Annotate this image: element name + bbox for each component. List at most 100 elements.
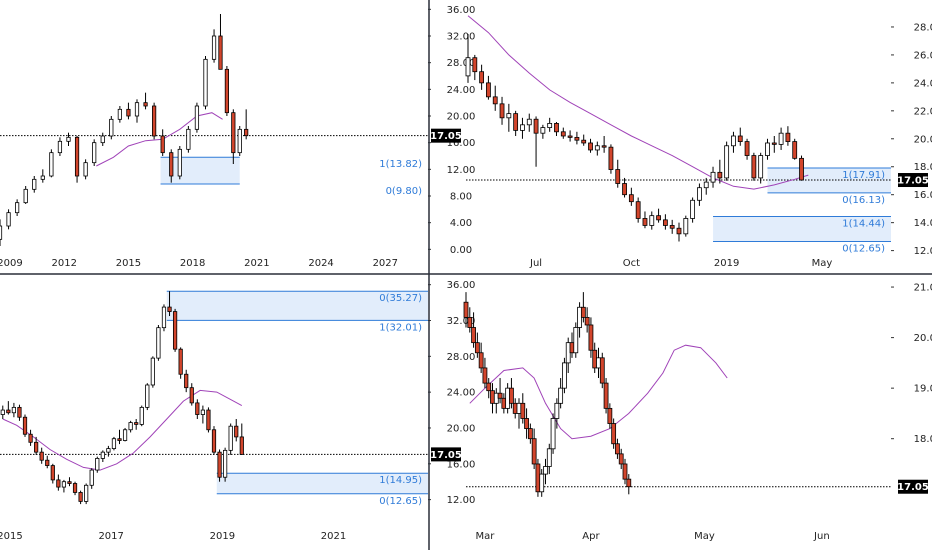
- x-tick-label: May: [694, 531, 715, 542]
- candle-up: [95, 458, 100, 471]
- candle-up: [49, 152, 54, 177]
- candle-up: [40, 175, 45, 180]
- y-axis: 28.00 26.00 24.00 22.00 20.00 18.00 16.00 14.00…: [891, 22, 932, 257]
- candle-down: [618, 453, 624, 465]
- candle-down: [601, 145, 607, 148]
- candle-down: [72, 483, 78, 493]
- y-tick-label: 16.00: [447, 459, 476, 470]
- chart-panel-monthly[interactable]: 1(13.82) 0(9.80) 36.00 32.00 28.00 24.00 20.00…: [0, 5, 475, 269]
- plot-area: 1(13.82) 0(9.80): [0, 14, 428, 246]
- y-tick-label: 24.00: [447, 85, 476, 96]
- candle-down: [531, 438, 537, 465]
- fib-label: 0(12.65): [842, 244, 885, 255]
- price-tag-bg: [898, 173, 928, 188]
- candle-up: [100, 451, 105, 459]
- candle-up: [649, 215, 655, 226]
- candle-down: [669, 225, 675, 229]
- candle-up: [724, 145, 730, 179]
- y-tick-label: 36.00: [447, 5, 476, 16]
- price-tag-label: 17.05: [430, 131, 462, 142]
- y-tick-label: 16.00: [447, 138, 476, 149]
- candle-down: [471, 327, 476, 344]
- candle-down: [615, 443, 620, 455]
- candle-up: [211, 35, 217, 60]
- chart-panel-weekly-long[interactable]: 0(35.27) 1(32.01) 1(14.95) 0(12.65) 36.00 32.…: [0, 280, 475, 542]
- y-tick-label: 0.00: [450, 245, 472, 256]
- candle-down: [6, 409, 11, 414]
- candle-down: [234, 425, 239, 438]
- candle-down: [560, 131, 566, 137]
- candle-down: [160, 135, 165, 154]
- candle-down: [799, 157, 804, 181]
- y-tick-label: 28.00: [447, 352, 476, 363]
- y-tick-label: 18.00: [914, 162, 932, 173]
- plot-area: 0(35.27) 1(32.01) 1(14.95) 0(12.65): [0, 290, 429, 507]
- candle-up: [11, 406, 16, 414]
- candle-up: [32, 178, 37, 190]
- y-axis: 36.00 32.00 28.00 24.00 20.00 16.00 12.00 8.00 4…: [428, 5, 475, 256]
- fib-label: 1(13.82): [379, 159, 422, 170]
- chart-panel-daily[interactable]: 21.00 20.00 19.00 18.00 17.05 Mar Apr May Jun: [463, 283, 932, 542]
- fib-label: 1(32.01): [379, 322, 422, 333]
- candle-up: [145, 384, 150, 408]
- price-tag-label: 17.05: [897, 176, 929, 187]
- candle-down: [17, 406, 22, 418]
- fib-label: 0(12.65): [379, 496, 422, 507]
- candle-down: [479, 71, 485, 84]
- candle-up: [200, 409, 205, 415]
- candle-down: [34, 441, 39, 453]
- candle-down: [482, 367, 488, 384]
- x-tick-label: 2009: [0, 258, 23, 269]
- y-tick-label: 24.00: [447, 388, 476, 399]
- candle-up: [23, 188, 28, 204]
- candle-up: [92, 142, 97, 164]
- candle-down: [574, 136, 580, 141]
- candle-down: [218, 35, 223, 70]
- y-tick-label: 12.00: [447, 495, 476, 506]
- price-tag: 17.05: [430, 128, 462, 143]
- candle-up: [109, 118, 114, 137]
- y-tick-label: 32.00: [447, 32, 476, 43]
- candle-down: [486, 82, 491, 98]
- candle-up: [778, 132, 784, 145]
- candle-down: [56, 479, 61, 488]
- candle-up: [465, 57, 471, 77]
- chart-panel-weekly-recent[interactable]: 1(17.91) 0(16.13) 1(14.44) 0(12.65) 28.00 26.…: [465, 15, 932, 269]
- candle-up: [547, 123, 553, 129]
- candle-down: [50, 465, 55, 481]
- y-tick-label: 4.00: [450, 218, 472, 229]
- candle-up: [594, 145, 600, 151]
- candle-up: [161, 306, 167, 329]
- candle-up: [83, 162, 88, 177]
- candle-up: [690, 199, 696, 219]
- candle-up: [177, 148, 182, 177]
- fib-label: 0(9.80): [386, 186, 423, 197]
- candle-down: [737, 135, 743, 142]
- candle-down: [143, 102, 148, 107]
- x-tick-label: 2027: [373, 258, 398, 269]
- y-tick-label: 20.00: [914, 134, 932, 145]
- price-tag-label: 17.05: [897, 482, 929, 493]
- y-tick-label: 18.00: [914, 434, 932, 445]
- candle-up: [765, 142, 770, 156]
- candle-down: [527, 428, 533, 440]
- fib-label: 1(14.44): [842, 218, 885, 229]
- fib-label: 0(35.27): [379, 293, 422, 304]
- candle-up: [57, 140, 63, 154]
- candle-up: [150, 357, 155, 386]
- candle-down: [492, 96, 498, 105]
- plot-area: [463, 292, 891, 497]
- y-tick-label: 12.00: [447, 165, 476, 176]
- y-tick-label: 28.00: [447, 58, 476, 69]
- candle-up: [66, 136, 71, 142]
- candle-down: [603, 382, 609, 409]
- candle-up: [506, 113, 512, 119]
- candle-down: [509, 387, 514, 404]
- candle-down: [751, 155, 757, 179]
- x-tick-label: Jul: [529, 258, 542, 269]
- candle-down: [39, 451, 44, 461]
- price-tag: 17.05: [897, 173, 929, 188]
- y-tick-label: 12.00: [914, 246, 932, 257]
- x-tick-label: May: [812, 258, 833, 269]
- candle-down: [622, 183, 627, 196]
